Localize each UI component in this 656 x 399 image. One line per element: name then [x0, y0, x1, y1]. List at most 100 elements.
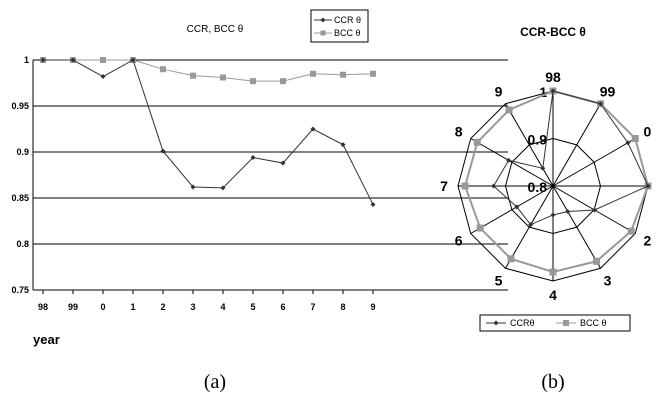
caption-a: (a) — [204, 371, 226, 393]
data-point-ccr — [130, 57, 136, 63]
data-point-ccr — [160, 148, 166, 154]
radar-spoke — [505, 103, 554, 187]
radar-point-bcc — [631, 135, 639, 142]
data-point-bcc — [370, 70, 376, 77]
data-point-ccr — [70, 57, 76, 63]
legend-box — [310, 9, 369, 43]
radar-spoke — [470, 138, 554, 187]
radar-point-bcc — [473, 138, 481, 146]
radar-category-label: 2 — [643, 233, 651, 249]
radar-point-bcc — [505, 106, 513, 114]
radar-point-bcc — [592, 257, 600, 265]
line-chart: CCR, BCC θ 1 0.95 0.9 0.85 0.8 0.75 9 8 99 0 1 2 3 4 5 6… — [11, 9, 508, 347]
radar-legend-marker-bcc — [563, 320, 569, 326]
x-tick-label: 7 — [310, 302, 315, 312]
x-tick-label: 99 — [68, 302, 78, 312]
y-tick-label: 0.9 — [16, 147, 29, 157]
radar-point-ccr — [625, 140, 631, 146]
radar-chart: CCR-BCC θ10.90.898990123456789CCRθBCC θ — [440, 25, 652, 332]
data-point-ccr — [220, 185, 226, 191]
radar-ring-label: 1 — [539, 84, 547, 100]
radar-category-label: 0 — [643, 124, 651, 140]
line-chart-legend: CCR θ BCC θ — [310, 9, 369, 43]
x-tick-label: 8 — [340, 302, 345, 312]
radar-spoke — [552, 138, 636, 187]
x-axis-label: year — [33, 332, 60, 347]
radar-point-bcc — [476, 224, 484, 232]
radar-legend-label: CCRθ — [510, 318, 535, 328]
x-tick-label: 4 — [220, 302, 225, 312]
radar-spoke — [552, 103, 601, 187]
radar-chart-title: CCR-BCC θ — [520, 25, 586, 39]
caption-b: (b) — [541, 371, 564, 393]
radar-category-label: 99 — [600, 84, 616, 100]
y-tick-label: 0.8 — [16, 239, 29, 249]
radar-spoke — [505, 185, 554, 269]
y-tick-label: 0.75 — [11, 285, 29, 295]
data-point-bcc — [250, 78, 256, 85]
radar-point-ccr — [540, 165, 546, 171]
data-point-bcc — [310, 70, 316, 77]
x-tick-label: 6 — [280, 302, 285, 312]
data-point-bcc — [160, 66, 166, 73]
radar-series-bcc — [464, 89, 650, 274]
x-tick-label: 3 — [190, 302, 195, 312]
radar-legend-label: BCC θ — [580, 318, 607, 328]
radar-point-ccr — [506, 157, 512, 163]
radar-point-bcc — [627, 227, 635, 235]
radar-category-label: 98 — [545, 69, 561, 85]
data-point-bcc — [190, 72, 196, 79]
radar-ring-label: 0.8 — [528, 179, 548, 195]
x-tick-label: 2 — [160, 302, 165, 312]
legend-label: CCR θ — [334, 15, 361, 25]
data-point-ccr — [40, 57, 46, 63]
series-line-ccr — [43, 59, 374, 205]
line-chart-title: CCR, BCC θ — [187, 24, 244, 35]
radar-category-label: 3 — [604, 272, 612, 288]
y-tick-label: 0.85 — [11, 193, 29, 203]
radar-category-label: 4 — [549, 287, 557, 303]
radar-point-ccr — [598, 101, 603, 107]
radar-category-label: 5 — [495, 272, 503, 288]
y-tick-label: 1 — [24, 55, 29, 65]
data-point-bcc — [280, 78, 286, 85]
data-point-ccr — [310, 126, 316, 132]
radar-legend-marker-ccr — [493, 320, 499, 326]
y-tick-label: 0.95 — [11, 101, 29, 111]
radar-category-label: 6 — [455, 233, 463, 249]
data-point-ccr — [340, 142, 346, 148]
radar-category-label: 8 — [455, 124, 463, 140]
radar-legend-box — [479, 314, 631, 332]
radar-category-label: 7 — [440, 178, 448, 194]
radar-category-label: 9 — [495, 84, 503, 100]
radar-legend: CCRθ BCC θ — [479, 314, 631, 332]
data-point-ccr — [250, 155, 256, 161]
radar-ring-label: 0.9 — [528, 132, 548, 148]
radar-point-ccr — [592, 207, 598, 213]
x-tick-label: 9 — [370, 302, 375, 312]
data-point-ccr — [370, 201, 376, 207]
radar-point-ccr — [565, 209, 571, 215]
data-point-bcc — [220, 74, 226, 81]
radar-point-bcc — [507, 255, 515, 263]
data-point-bcc — [340, 71, 346, 78]
legend-marker-bcc — [320, 30, 326, 36]
radar-spoke — [470, 185, 554, 234]
radar-point-ccr — [514, 204, 520, 210]
radar-point-ccr — [491, 183, 497, 189]
radar-point-bcc — [549, 268, 557, 276]
radar-point-bcc — [461, 182, 469, 190]
x-tick-label: 1 — [130, 302, 135, 312]
radar-point-ccr — [645, 183, 651, 189]
x-tick-label: 5 — [250, 302, 255, 312]
radar-point-ccr — [528, 222, 534, 228]
radar-point-ccr — [550, 88, 556, 94]
radar-point-ccr — [550, 212, 556, 218]
data-point-bcc — [100, 57, 106, 63]
legend-marker-ccr — [320, 17, 326, 23]
data-point-ccr — [280, 160, 286, 166]
data-point-ccr — [190, 184, 196, 190]
x-tick-label: 0 — [100, 302, 105, 312]
radar-spoke — [552, 185, 601, 269]
